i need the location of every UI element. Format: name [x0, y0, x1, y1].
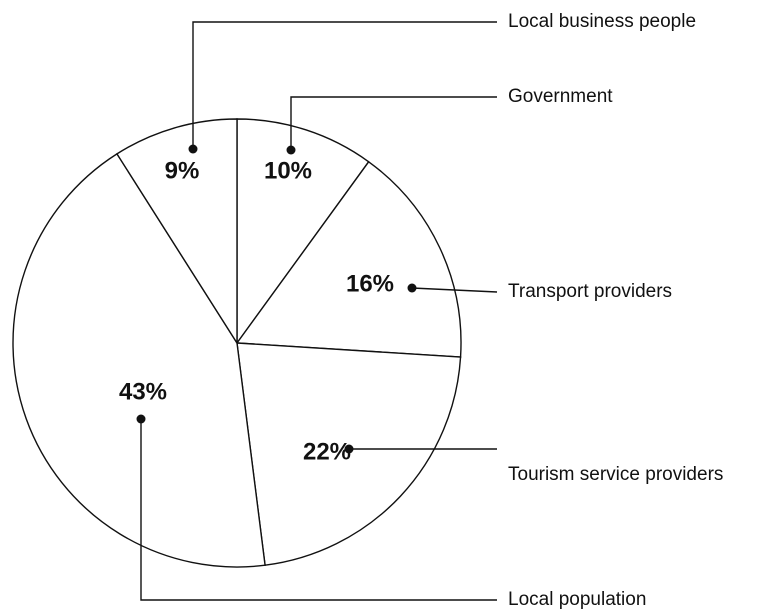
- leader-line-local-business-people: [192, 21, 497, 149]
- value-label-local-business-people: 9%: [165, 157, 200, 184]
- leader-line-local-population: [140, 419, 497, 601]
- pie-slice-local-business-people: [116, 118, 238, 346]
- leader-dot-tourism-service-providers: [344, 444, 354, 454]
- pie-slice-tourism-service-providers: [236, 342, 462, 567]
- category-label-local-business-people: Local business people: [508, 11, 696, 32]
- leader-dot-transport-providers: [407, 283, 417, 293]
- leader-dot-government: [286, 145, 296, 155]
- pie-slice-local-population: [12, 152, 266, 568]
- leader-line-government: [290, 96, 497, 150]
- value-label-tourism-service-providers: 22%: [303, 438, 351, 465]
- category-label-local-population: Local population: [508, 589, 646, 610]
- value-label-local-population: 43%: [119, 378, 167, 405]
- leader-dot-local-population: [136, 414, 146, 424]
- category-label-transport-providers: Transport providers: [508, 281, 672, 302]
- category-label-government: Government: [508, 86, 613, 107]
- pie-slice-transport-providers: [235, 160, 462, 358]
- leader-line-transport-providers: [411, 287, 498, 293]
- category-label-tourism-service-providers: Tourism service providers: [508, 464, 723, 485]
- value-label-transport-providers: 16%: [346, 270, 394, 297]
- value-label-government: 10%: [264, 157, 312, 184]
- pie-slice-government: [236, 118, 370, 346]
- leader-dot-local-business-people: [188, 144, 198, 154]
